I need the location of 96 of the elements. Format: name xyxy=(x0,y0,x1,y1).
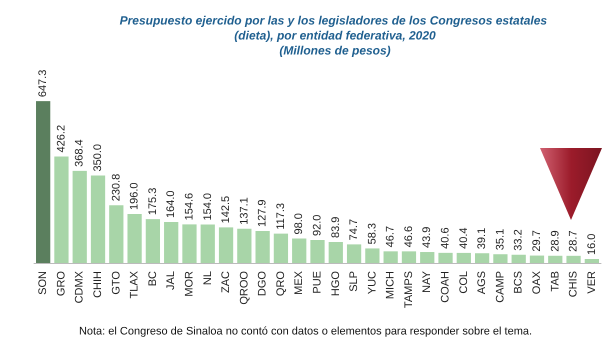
x-tick-label: AGS xyxy=(476,271,488,294)
bar xyxy=(109,205,124,263)
x-tick-label: MEX xyxy=(293,270,306,295)
x-tick-label: NL xyxy=(202,271,214,286)
data-label: 28.9 xyxy=(549,230,562,252)
text: Nota: el Congreso de Sinaloa no contó con datos o elementos para responder sobre el tema. xyxy=(78,326,532,338)
bar xyxy=(346,244,362,263)
x-tick-label: HGO xyxy=(330,270,342,296)
data-label: 127.9 xyxy=(256,199,269,228)
x-tick-label: GTO xyxy=(110,270,122,295)
x-tick-label: CAMP xyxy=(494,271,506,303)
bar xyxy=(420,252,434,263)
chart-subtitle: (Millones de pesos) xyxy=(279,44,391,58)
data-label: 43.9 xyxy=(421,226,434,248)
data-label: 142.5 xyxy=(220,196,232,224)
x-tick-label: VER xyxy=(586,270,598,294)
data-label: 74.7 xyxy=(348,218,360,240)
x-tick-label: QRO xyxy=(274,270,287,296)
bar xyxy=(474,253,490,263)
data-label: 46.7 xyxy=(384,226,397,248)
x-tick-label: SLP xyxy=(348,271,360,292)
x-tick-label: SON xyxy=(37,270,50,295)
data-label: 137.1 xyxy=(238,197,250,225)
data-label: 28.7 xyxy=(568,230,580,252)
x-tick-label: TAB xyxy=(549,271,562,292)
x-tick-label: COL xyxy=(458,271,470,294)
data-label: 29.7 xyxy=(530,230,543,252)
x-tick-label: QROO xyxy=(238,270,250,305)
x-tick-label: NAY xyxy=(421,270,434,293)
data-label: 154.0 xyxy=(202,192,214,220)
bar xyxy=(218,227,234,263)
data-label: 33.2 xyxy=(512,229,525,251)
x-tick-label: TAMPS xyxy=(402,271,415,308)
bar xyxy=(164,222,178,263)
x-tick-label: ZAC xyxy=(220,270,232,293)
x-tick-label: BC xyxy=(146,270,159,286)
data-label: 117.3 xyxy=(274,202,287,230)
bar xyxy=(36,101,50,263)
x-tick-label: COAH xyxy=(440,270,452,303)
data-label: 92.0 xyxy=(312,214,324,236)
x-tick-label: CDMX xyxy=(74,270,86,304)
bar xyxy=(548,256,562,263)
data-label: 230.8 xyxy=(110,174,122,202)
bar xyxy=(328,242,343,263)
data-label: 40.4 xyxy=(458,227,470,249)
bar xyxy=(54,156,69,263)
data-label: 58.3 xyxy=(366,223,378,244)
bar xyxy=(237,228,252,263)
bar xyxy=(182,224,197,263)
x-tick-label: PUE xyxy=(312,271,324,294)
bar xyxy=(146,219,160,263)
bar xyxy=(310,240,325,263)
x-tick-label: BCS xyxy=(512,271,525,294)
bar xyxy=(255,231,270,263)
data-label: 196.0 xyxy=(128,182,141,210)
data-label: 175.3 xyxy=(146,188,159,216)
data-label: 647.3 xyxy=(37,70,50,98)
bar xyxy=(292,238,306,263)
data-label: 164.0 xyxy=(165,190,178,218)
x-tick-label: CHIH xyxy=(92,270,104,298)
bar xyxy=(566,256,581,263)
data-label: 83.9 xyxy=(330,216,342,238)
data-label: 39.1 xyxy=(476,228,488,250)
data-label: 40.6 xyxy=(440,227,452,249)
x-tick-label: OAX xyxy=(530,270,543,294)
x-tick-label: TLAX xyxy=(128,270,141,299)
bar xyxy=(384,251,398,263)
bar xyxy=(90,176,106,263)
x-tick-label: DGO xyxy=(256,270,269,296)
bar xyxy=(438,252,453,263)
x-tick-label: MOR xyxy=(183,270,196,297)
data-label: 35.1 xyxy=(494,228,506,250)
data-label: 350.0 xyxy=(92,144,104,172)
bar xyxy=(456,252,471,263)
data-label: 426.2 xyxy=(55,124,68,152)
bar xyxy=(584,259,599,263)
bar xyxy=(365,248,380,263)
bar xyxy=(127,214,142,263)
data-label: 16.0 xyxy=(586,234,598,255)
data-label: 46.6 xyxy=(402,226,415,248)
bar xyxy=(402,251,416,263)
data-label: 368.4 xyxy=(74,139,86,167)
x-tick-label: YUC xyxy=(366,270,378,294)
bar xyxy=(72,170,87,263)
chart-title: Presupuesto ejercido por las y los legisladores de los Congresos estatales (dieta), por entidad federativa, 2020 xyxy=(120,14,550,42)
x-tick-label: JAL xyxy=(165,271,178,290)
x-tick-label: MICH xyxy=(384,270,397,300)
bar xyxy=(274,234,288,263)
data-label: 154.6 xyxy=(183,192,196,220)
bar xyxy=(200,224,215,263)
bar xyxy=(512,254,526,263)
bar xyxy=(493,254,508,263)
data-label: 98.0 xyxy=(293,213,306,234)
x-tick-label: CHIS xyxy=(568,271,580,298)
bar xyxy=(530,256,544,263)
x-tick-label: GRO xyxy=(55,270,68,296)
